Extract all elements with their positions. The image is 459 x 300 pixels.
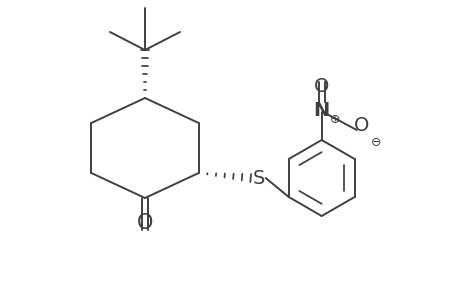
Text: ⊖: ⊖ bbox=[370, 136, 381, 148]
Text: O: O bbox=[353, 116, 369, 135]
Text: ⊕: ⊕ bbox=[329, 112, 340, 125]
Text: S: S bbox=[252, 169, 264, 188]
Text: O: O bbox=[313, 77, 329, 96]
Text: O: O bbox=[136, 213, 153, 233]
Text: N: N bbox=[313, 100, 329, 119]
